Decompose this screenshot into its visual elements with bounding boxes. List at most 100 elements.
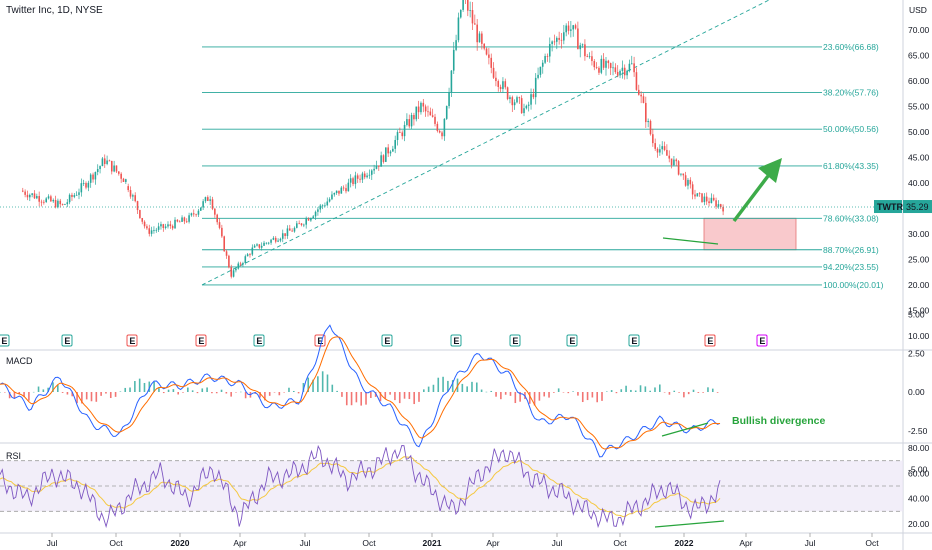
candle-body: [396, 132, 399, 140]
macd-histogram-bar: [384, 392, 387, 399]
candle-body: [68, 194, 71, 203]
candle-body: [118, 171, 120, 174]
time-axis-label: Oct: [362, 538, 376, 548]
candle-body: [490, 57, 493, 68]
candle-body: [340, 187, 343, 194]
earnings-marker-label: E: [129, 336, 135, 346]
candle-body: [382, 155, 385, 162]
candle-body: [207, 197, 209, 201]
macd-histogram-bar: [639, 385, 642, 392]
candle-body: [328, 199, 331, 202]
candle-body: [127, 186, 129, 191]
candle-body: [78, 192, 80, 195]
macd-histogram-bar: [697, 392, 700, 393]
candle-body: [689, 179, 692, 185]
last-price-label: 35.29: [906, 202, 929, 212]
candle-body: [558, 37, 560, 40]
candle-body: [626, 70, 628, 76]
macd-histogram-bar: [461, 383, 464, 392]
macd-histogram-bar: [471, 381, 473, 392]
candle-body: [445, 106, 448, 119]
candle-body: [347, 182, 350, 192]
candle-body: [586, 56, 589, 57]
candle-body: [581, 44, 584, 46]
macd-histogram-bar: [581, 392, 584, 403]
candle-body: [31, 193, 33, 195]
candle-body: [614, 67, 617, 73]
candle-body: [21, 190, 24, 192]
time-axis-label: Jul: [805, 538, 816, 548]
macd-histogram-bar: [85, 392, 88, 400]
macd-histogram-bar: [678, 392, 680, 393]
macd-histogram-bar: [543, 392, 546, 397]
candle-body: [85, 183, 87, 188]
macd-histogram-bar: [447, 380, 449, 392]
candle-body: [197, 210, 200, 215]
macd-histogram-bar: [596, 392, 598, 403]
macd-histogram-bar: [201, 388, 204, 392]
candle-body: [424, 106, 427, 112]
candle-body: [457, 17, 460, 41]
fib-trend-line: [201, 0, 771, 286]
macd-histogram-bar: [32, 391, 35, 393]
candle-body: [277, 240, 279, 242]
macd-histogram-bar: [56, 384, 59, 392]
price-axis-tick: 25.00: [908, 255, 930, 265]
macd-histogram-bar: [418, 392, 420, 402]
macd-histogram-bar: [683, 392, 685, 398]
candle-body: [87, 182, 90, 188]
candle-body: [563, 32, 565, 41]
candle-body: [122, 178, 125, 182]
macd-histogram-bar: [182, 392, 184, 393]
candle-body: [410, 114, 413, 127]
candle-body: [94, 172, 97, 180]
macd-histogram-bar: [514, 392, 517, 404]
candle-body: [150, 230, 153, 234]
candle-body: [560, 39, 563, 41]
candle-body: [139, 210, 141, 219]
price-axis-tick: 40.00: [908, 178, 930, 188]
macd-histogram-bar: [162, 392, 165, 394]
candle-body: [155, 229, 158, 231]
candle-body: [546, 56, 549, 57]
candle-body: [33, 193, 36, 199]
macd-histogram-bar: [591, 392, 594, 398]
candle-body: [619, 70, 621, 76]
candle-body: [40, 201, 43, 203]
macd-histogram-bar: [365, 392, 367, 405]
candle-body: [469, 10, 471, 11]
macd-histogram-bar: [206, 387, 208, 392]
earnings-marker-label: E: [256, 336, 262, 346]
candle-body: [677, 161, 680, 175]
fib-level-label: 38.20%(57.76): [823, 87, 879, 97]
macd-axis-tick: 0.00: [908, 387, 925, 397]
candle-body: [422, 102, 425, 107]
fib-level-label: 94.20%(23.55): [823, 262, 879, 272]
candle-body: [129, 190, 132, 197]
candle-body: [136, 201, 139, 211]
rsi-line: [0, 444, 721, 529]
macd-histogram-bar: [408, 392, 411, 400]
macd-histogram-bar: [95, 392, 98, 402]
macd-histogram-bar: [172, 389, 175, 392]
candle-body: [605, 60, 607, 68]
candle-body: [541, 62, 544, 67]
candle-body: [221, 227, 223, 237]
macd-histogram-bar: [278, 392, 281, 396]
candle-body: [190, 213, 193, 216]
earnings-marker: [628, 334, 640, 347]
candle-body: [413, 114, 415, 120]
macd-histogram-bar: [288, 387, 290, 392]
candle-body: [71, 194, 73, 197]
candle-body: [607, 60, 610, 64]
candle-body: [274, 237, 277, 242]
candle-body: [319, 205, 322, 210]
earnings-marker-label: E: [569, 336, 575, 346]
candle-body: [246, 254, 249, 257]
candle-body: [616, 72, 619, 76]
time-axis-label: Apr: [739, 538, 752, 548]
candle-body: [712, 197, 715, 201]
macd-histogram-bar: [23, 392, 25, 397]
candle-body: [598, 67, 600, 73]
